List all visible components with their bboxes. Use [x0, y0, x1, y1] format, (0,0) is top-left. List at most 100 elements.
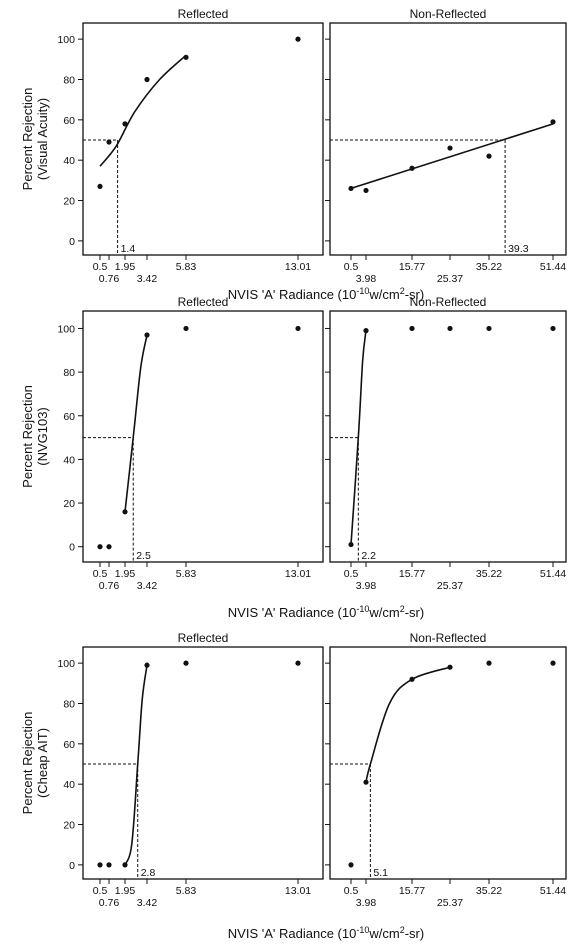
panel-title: Non-Reflected [410, 295, 487, 309]
panel-title: Reflected [178, 7, 229, 21]
x-tick-label: 25.37 [437, 897, 463, 909]
y-tick-label: 20 [63, 498, 75, 510]
threshold-label: 39.3 [508, 243, 529, 255]
x-tick-label: 3.98 [356, 580, 377, 592]
y-tick-label: 40 [63, 155, 75, 167]
y-axis-label-line: (Cheap AIT) [35, 728, 50, 798]
x-tick-label: 13.01 [285, 261, 311, 273]
x-tick-label: 15.77 [399, 885, 425, 897]
y-axis-label-line: (NVG103) [35, 407, 50, 466]
x-tick-label: 5.83 [176, 261, 197, 273]
x-tick-label: 3.98 [356, 897, 377, 909]
x-tick-label: 25.37 [437, 580, 463, 592]
panel-3: Reflected0204060801000.50.761.953.425.83… [20, 295, 424, 620]
data-point [486, 153, 492, 159]
fit-curve [124, 665, 148, 866]
data-point [106, 862, 112, 868]
plot-frame [329, 310, 567, 563]
data-point [348, 541, 354, 548]
y-axis-label: Percent Rejection(Visual Acuity) [20, 88, 50, 191]
data-point [550, 325, 556, 332]
panel-5: Reflected0204060801000.50.761.953.425.83… [20, 631, 424, 941]
plot-frame [82, 310, 324, 563]
x-tick-label: 1.95 [115, 885, 136, 897]
data-point [363, 779, 369, 785]
data-point [486, 660, 492, 666]
x-tick-label: 0.5 [93, 568, 108, 580]
data-point [144, 332, 150, 338]
x-axis-label-part: -10 [356, 925, 369, 935]
x-axis-label-part: NVIS 'A' Radiance (10 [228, 287, 357, 302]
x-axis-label-part: w/cm [368, 926, 399, 941]
data-point [122, 509, 128, 515]
x-axis-label-part: NVIS 'A' Radiance (10 [228, 605, 357, 620]
fit-curve [350, 123, 554, 190]
x-tick-label: 5.83 [176, 885, 197, 897]
x-tick-label: 25.37 [437, 273, 463, 285]
data-point [295, 325, 301, 332]
x-axis-label-part: w/cm [368, 605, 399, 620]
data-point [348, 185, 354, 192]
x-tick-label: 1.95 [115, 568, 136, 580]
data-point [550, 660, 556, 666]
fit-curve [350, 330, 367, 545]
x-axis-label: NVIS 'A' Radiance (10-10w/cm2-sr) [228, 925, 424, 941]
panel-title: Reflected [178, 295, 229, 309]
y-tick-label: 20 [63, 820, 75, 832]
panel-2: Non-Reflected 0.53.98 15.77 25.37 35.22 51.44… [325, 7, 567, 285]
y-tick-label: 0 [69, 860, 75, 872]
data-point [363, 328, 369, 334]
x-tick-label: 51.44 [540, 261, 566, 273]
fit-curve [99, 54, 187, 167]
threshold-label: 1.4 [121, 243, 136, 255]
data-point [348, 862, 354, 868]
x-tick-label: 35.22 [476, 261, 502, 273]
data-point [106, 544, 112, 550]
x-tick-label: 35.22 [476, 885, 502, 897]
data-point [97, 862, 103, 868]
x-tick-label: 3.98 [356, 273, 377, 285]
x-tick-label: 0.5 [344, 885, 359, 897]
y-axis-label-line: Percent Rejection [20, 88, 35, 191]
data-point [447, 664, 453, 670]
x-tick-label: 15.77 [399, 568, 425, 580]
y-tick-label: 80 [63, 698, 75, 710]
data-point [122, 121, 128, 127]
y-tick-label: 60 [63, 411, 75, 423]
x-axis-label-part: -10 [356, 286, 369, 296]
data-point [447, 325, 453, 332]
y-axis-label: Percent Rejection(Cheap AIT) [20, 712, 50, 815]
threshold-label: 2.2 [361, 550, 376, 562]
x-tick-label: 3.42 [137, 897, 158, 909]
data-point [295, 36, 301, 42]
panel-6: Non-Reflected 0.53.98 15.77 25.37 35.22 51.44… [325, 631, 567, 909]
x-tick-label: 0.76 [99, 897, 120, 909]
y-tick-label: 0 [69, 542, 75, 554]
data-point [295, 660, 301, 666]
x-tick-label: 0.5 [344, 568, 359, 580]
panel-title: Non-Reflected [410, 631, 487, 645]
y-tick-label: 60 [63, 739, 75, 751]
y-axis-label: Percent Rejection(NVG103) [20, 385, 50, 488]
x-axis-label-part: 2 [400, 925, 405, 935]
x-tick-label: 51.44 [540, 568, 566, 580]
y-axis-label-line: Percent Rejection [20, 385, 35, 488]
fit-curve [124, 334, 148, 512]
y-tick-label: 100 [57, 34, 75, 46]
y-tick-label: 40 [63, 779, 75, 791]
x-axis-label-part: NVIS 'A' Radiance (10 [228, 926, 357, 941]
data-point [144, 662, 150, 668]
y-tick-label: 40 [63, 454, 75, 466]
x-axis-label-part: -sr) [405, 287, 425, 302]
plot-frame [82, 646, 324, 880]
y-tick-label: 0 [69, 236, 75, 248]
data-point [183, 54, 189, 60]
x-axis-label: NVIS 'A' Radiance (10-10w/cm2-sr) [228, 604, 424, 620]
y-axis-label-line: (Visual Acuity) [35, 98, 50, 180]
x-tick-label: 0.76 [99, 580, 120, 592]
data-point [106, 139, 112, 145]
x-tick-label: 13.01 [285, 568, 311, 580]
x-tick-label: 51.44 [540, 885, 566, 897]
y-tick-label: 100 [57, 658, 75, 670]
x-tick-label: 0.76 [99, 273, 120, 285]
